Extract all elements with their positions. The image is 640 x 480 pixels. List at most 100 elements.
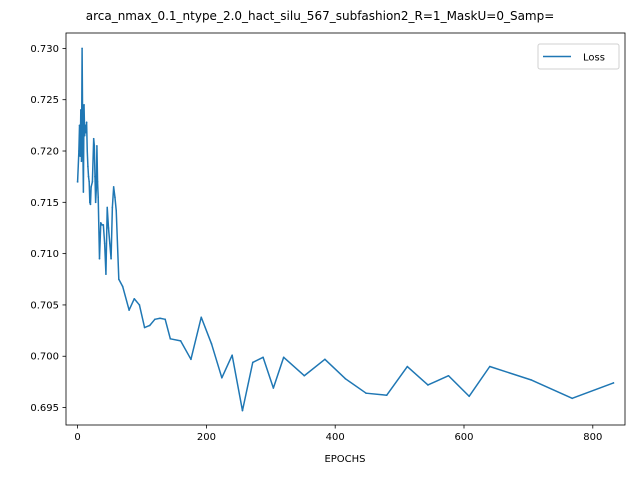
data-point (303, 374, 306, 377)
data-point (190, 358, 192, 361)
data-point (99, 222, 102, 224)
x-tick-label: 200 (197, 432, 216, 443)
data-point (81, 134, 84, 137)
data-point (262, 356, 264, 359)
data-point (80, 160, 83, 163)
x-tick-label: 600 (454, 432, 473, 443)
data-point (85, 131, 87, 134)
data-point (385, 394, 388, 397)
x-tick-label: 400 (326, 432, 345, 443)
data-point (115, 209, 118, 212)
data-point (110, 257, 112, 260)
data-point (90, 186, 92, 188)
data-point (138, 304, 141, 306)
y-tick-label: 0.705 (30, 300, 59, 311)
x-axis-ticks: 0 200 400 600 800 (74, 425, 602, 443)
data-point (282, 356, 285, 359)
y-tick-label: 0.695 (30, 403, 59, 414)
data-point (210, 343, 213, 345)
data-point (79, 155, 81, 157)
data-point (98, 257, 101, 260)
data-point (344, 378, 347, 380)
data-point (83, 104, 85, 106)
data-point (133, 297, 136, 300)
data-point (200, 316, 203, 319)
data-point (221, 376, 223, 379)
data-point (468, 395, 470, 398)
axes-frame (65, 32, 626, 426)
data-point (111, 206, 114, 209)
data-points (76, 47, 615, 412)
y-tick-label: 0.710 (30, 249, 59, 260)
data-point (406, 365, 409, 368)
data-point (118, 278, 120, 281)
data-point (365, 392, 367, 394)
data-point (612, 382, 615, 384)
data-point (324, 358, 326, 361)
legend-box (537, 43, 620, 70)
data-point (571, 397, 573, 400)
data-point (231, 354, 233, 357)
y-axis-ticks: 0.695 0.700 0.705 0.710 0.715 0.720 0.725 0.730 (30, 44, 66, 414)
data-point (530, 379, 532, 381)
data-point (95, 189, 98, 191)
data-point (112, 186, 115, 188)
data-point (89, 201, 91, 204)
data-point (108, 242, 111, 245)
data-point (251, 361, 254, 364)
x-tick-label: 800 (583, 432, 602, 443)
data-point (96, 180, 99, 183)
legend-label-loss: Loss (583, 53, 605, 64)
data-point (447, 374, 450, 377)
data-point (488, 365, 491, 368)
data-point (128, 309, 130, 311)
data-point (78, 150, 80, 152)
data-point (103, 242, 106, 245)
y-tick-label: 0.730 (30, 44, 59, 55)
data-point (85, 121, 88, 124)
data-point (169, 338, 172, 340)
data-point (97, 196, 100, 198)
data-point (81, 47, 83, 50)
data-point (106, 206, 109, 209)
data-point (86, 150, 89, 152)
data-point (84, 124, 87, 127)
data-point (101, 224, 103, 226)
y-tick-label: 0.700 (30, 352, 59, 363)
data-point (164, 318, 166, 321)
data-point (87, 165, 89, 168)
data-point (94, 201, 97, 204)
data-point (272, 387, 275, 389)
plot-area (65, 32, 626, 426)
y-tick-label: 0.720 (30, 147, 59, 158)
x-axis-label: EPOCHS (324, 454, 365, 465)
data-point (87, 175, 90, 178)
axes-background (66, 33, 625, 425)
data-point (78, 124, 81, 127)
data-point (102, 224, 105, 226)
data-point (80, 109, 82, 111)
data-point (241, 409, 244, 412)
data-point (114, 196, 116, 198)
data-point (94, 175, 96, 178)
data-point (96, 145, 98, 147)
data-point (179, 340, 182, 342)
data-point (93, 145, 96, 147)
legend: Loss (537, 43, 620, 70)
data-point (427, 384, 429, 386)
data-point (76, 180, 79, 183)
data-point (105, 273, 107, 275)
data-point (107, 227, 110, 229)
chart-title: arca_nmax_0.1_ntype_2.0_hact_silu_567_su… (86, 9, 555, 23)
y-tick-label: 0.715 (30, 198, 59, 209)
data-point (88, 180, 90, 183)
data-point (154, 318, 156, 321)
data-point (159, 317, 161, 320)
data-point (92, 137, 95, 140)
y-tick-label: 0.725 (30, 95, 59, 106)
data-point (91, 180, 94, 183)
x-tick-label: 0 (74, 432, 80, 443)
data-point (83, 134, 86, 137)
data-point (143, 326, 146, 329)
